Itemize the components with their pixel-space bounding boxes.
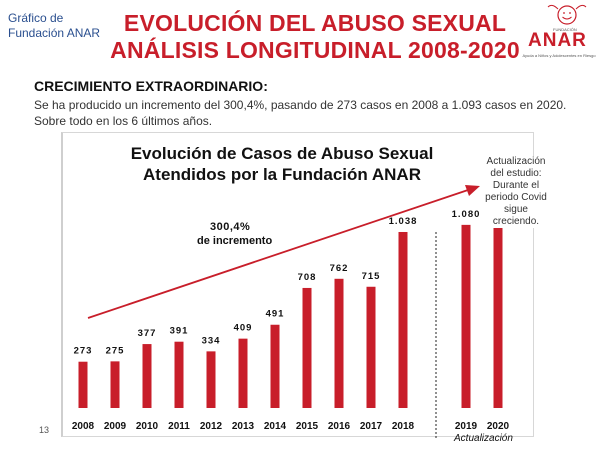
value-label-2017: 715 — [362, 271, 381, 282]
value-label-2013: 409 — [234, 323, 253, 334]
value-label-2008: 273 — [74, 346, 93, 357]
year-label-2018: 2018 — [392, 421, 415, 432]
year-label-2019: 2019 — [455, 421, 478, 432]
value-label-2019: 1.080 — [452, 209, 481, 220]
growth-arrow-line — [87, 189, 469, 319]
growth-arrow-head — [465, 185, 480, 196]
bar-2020 — [493, 222, 503, 408]
smiling-child-icon — [547, 4, 587, 25]
corner-caption: Gráfico de Fundación ANAR — [8, 11, 101, 40]
title-line-2: ANÁLISIS LONGITUDINAL 2008-2020 — [110, 37, 520, 63]
growth-label: de incremento — [197, 235, 273, 247]
year-label-2011: 2011 — [168, 421, 190, 432]
chart-title-line-2: Atendidos por la Fundación ANAR — [143, 165, 421, 184]
growth-percentage: 300,4% — [210, 221, 251, 233]
value-label-2015: 708 — [298, 272, 317, 283]
year-label-2017: 2017 — [360, 421, 383, 432]
value-label-2010: 377 — [138, 328, 157, 339]
bar-2012 — [206, 351, 216, 408]
value-label-2016: 762 — [330, 263, 349, 274]
bar-2014 — [270, 324, 280, 408]
value-label-2018: 1.038 — [389, 216, 418, 227]
update-group-label: Actualización — [454, 433, 513, 444]
bar-2019 — [461, 224, 471, 408]
bar-2008 — [78, 361, 88, 408]
bar-2018 — [398, 231, 408, 408]
summary-text: Se ha producido un incremento del 300,4%… — [34, 98, 567, 128]
value-label-2012: 334 — [202, 335, 221, 346]
bar-2013 — [238, 338, 248, 408]
logo-tagline: Ayuda a Niños y Adolescentes en Riesgo — [522, 53, 596, 58]
update-note: Actualización del estudio: Durante el pe… — [481, 156, 551, 228]
value-label-2014: 491 — [266, 309, 285, 320]
bar-2017 — [366, 286, 376, 408]
bar-2016 — [334, 278, 344, 408]
value-labels-group: 273 275 377 391 334 409 491 708 762 715 1.038 1.080… — [74, 207, 512, 357]
logo-foundation-text: FUNDACIÓN — [553, 27, 577, 32]
year-label-2015: 2015 — [296, 421, 319, 432]
logo-name: ANAR — [528, 30, 587, 51]
bars-group — [78, 222, 503, 408]
page-title: EVOLUCIÓN DEL ABUSO SEXUAL ANÁLISIS LONG… — [110, 10, 520, 64]
year-label-2012: 2012 — [200, 421, 223, 432]
year-label-2014: 2014 — [264, 421, 287, 432]
year-labels-group: 2008 2009 2010 2011 2012 2013 2014 2015 2016 2017… — [72, 421, 510, 432]
chart-title: Evolución de Casos de Abuso Sexual Atend… — [108, 143, 456, 185]
bar-2015 — [302, 287, 312, 408]
year-label-2008: 2008 — [72, 421, 95, 432]
year-label-2016: 2016 — [328, 421, 351, 432]
year-label-2010: 2010 — [136, 421, 159, 432]
bar-2009 — [110, 361, 120, 408]
year-label-2020: 2020 — [487, 421, 510, 432]
bar-2011 — [174, 341, 184, 408]
value-label-2011: 391 — [170, 326, 189, 337]
section-headline: CRECIMIENTO EXTRAORDINARIO: — [34, 78, 268, 94]
value-label-2009: 275 — [106, 345, 125, 356]
chart-title-line-1: Evolución de Casos de Abuso Sexual — [130, 144, 434, 163]
year-label-2009: 2009 — [104, 421, 127, 432]
year-label-2013: 2013 — [232, 421, 255, 432]
chart-frame — [61, 132, 534, 437]
bar-2010 — [142, 344, 152, 408]
page-number: 13 — [39, 425, 50, 435]
title-line-1: EVOLUCIÓN DEL ABUSO SEXUAL — [123, 10, 507, 36]
